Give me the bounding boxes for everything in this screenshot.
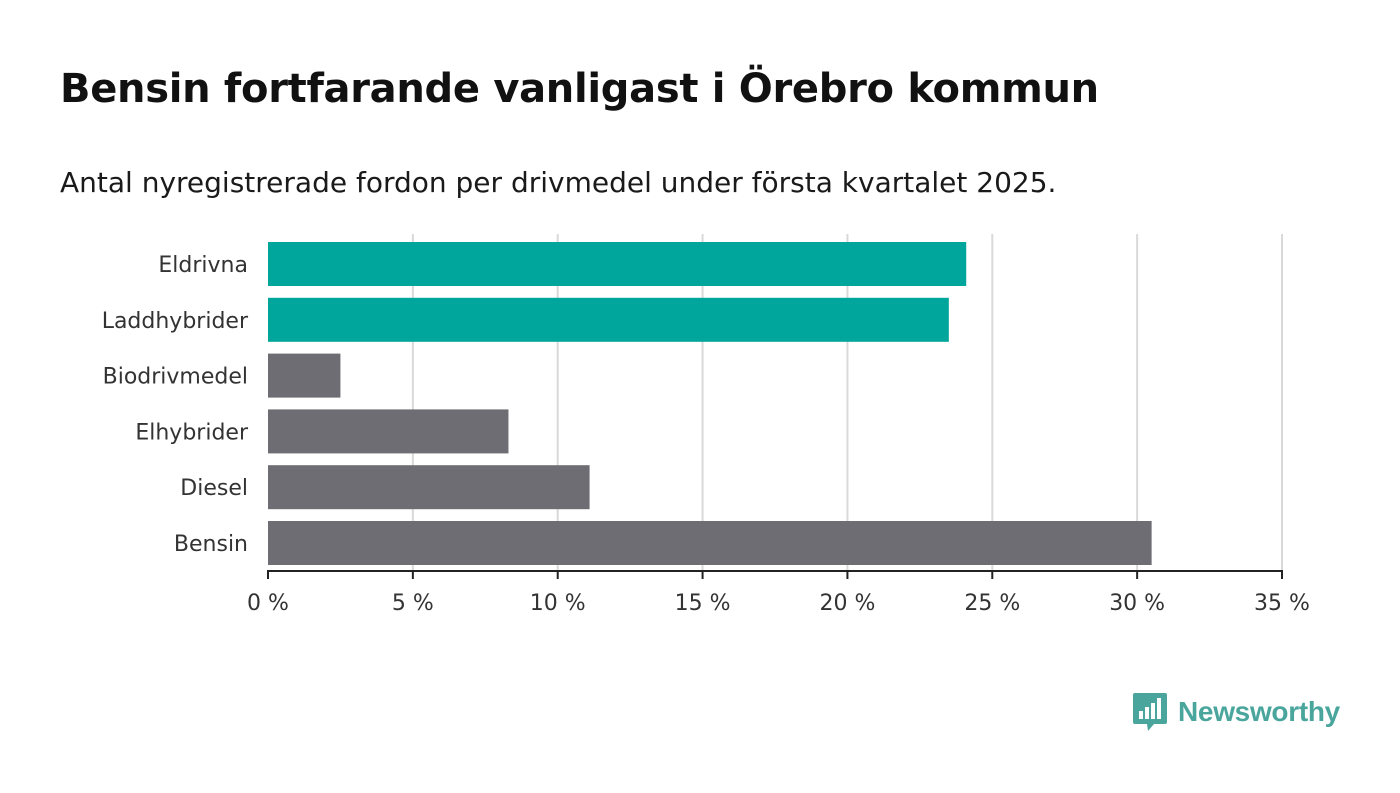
x-tick-label: 20 %: [819, 591, 875, 616]
category-label: Bensin: [174, 532, 248, 557]
category-labels: Eldrivna Laddhybrider Biodrivmedel Elhybrid…: [102, 253, 249, 557]
bar-bensin: [268, 521, 1152, 565]
x-tick-label: 35 %: [1254, 591, 1310, 616]
newsworthy-bar-chart-icon: [1133, 693, 1167, 731]
x-tick-label: 10 %: [530, 591, 586, 616]
chart-subtitle: Antal nyregistrerade fordon per drivmede…: [60, 166, 1057, 199]
category-label: Laddhybrider: [102, 309, 249, 334]
category-label: Diesel: [180, 476, 248, 501]
x-tick-label: 15 %: [675, 591, 731, 616]
bar-eldrivna: [268, 242, 967, 286]
category-label: Eldrivna: [158, 253, 248, 278]
category-label: Elhybrider: [135, 420, 249, 445]
logo-text: Newsworthy: [1178, 696, 1340, 727]
grid-lines: [411, 234, 1283, 571]
x-tick-label: 30 %: [1109, 591, 1165, 616]
x-axis: 0 % 5 % 10 % 15 % 20 % 25 % 30 % 35 %: [247, 570, 1310, 616]
chart-title: Bensin fortfarande vanligast i Örebro ko…: [60, 66, 1099, 112]
bar-diesel: [268, 465, 590, 510]
x-tick-label: 5 %: [392, 591, 434, 616]
category-label: Biodrivmedel: [103, 365, 248, 390]
bars: [268, 242, 1152, 565]
bar-elhybrider: [268, 409, 509, 454]
x-tick-label: 0 %: [247, 591, 289, 616]
bar-biodrivmedel: [268, 353, 341, 398]
newsworthy-logo: Newsworthy: [1132, 691, 1340, 733]
bar-laddhybrider: [268, 297, 949, 342]
x-tick-label: 25 %: [964, 591, 1020, 616]
